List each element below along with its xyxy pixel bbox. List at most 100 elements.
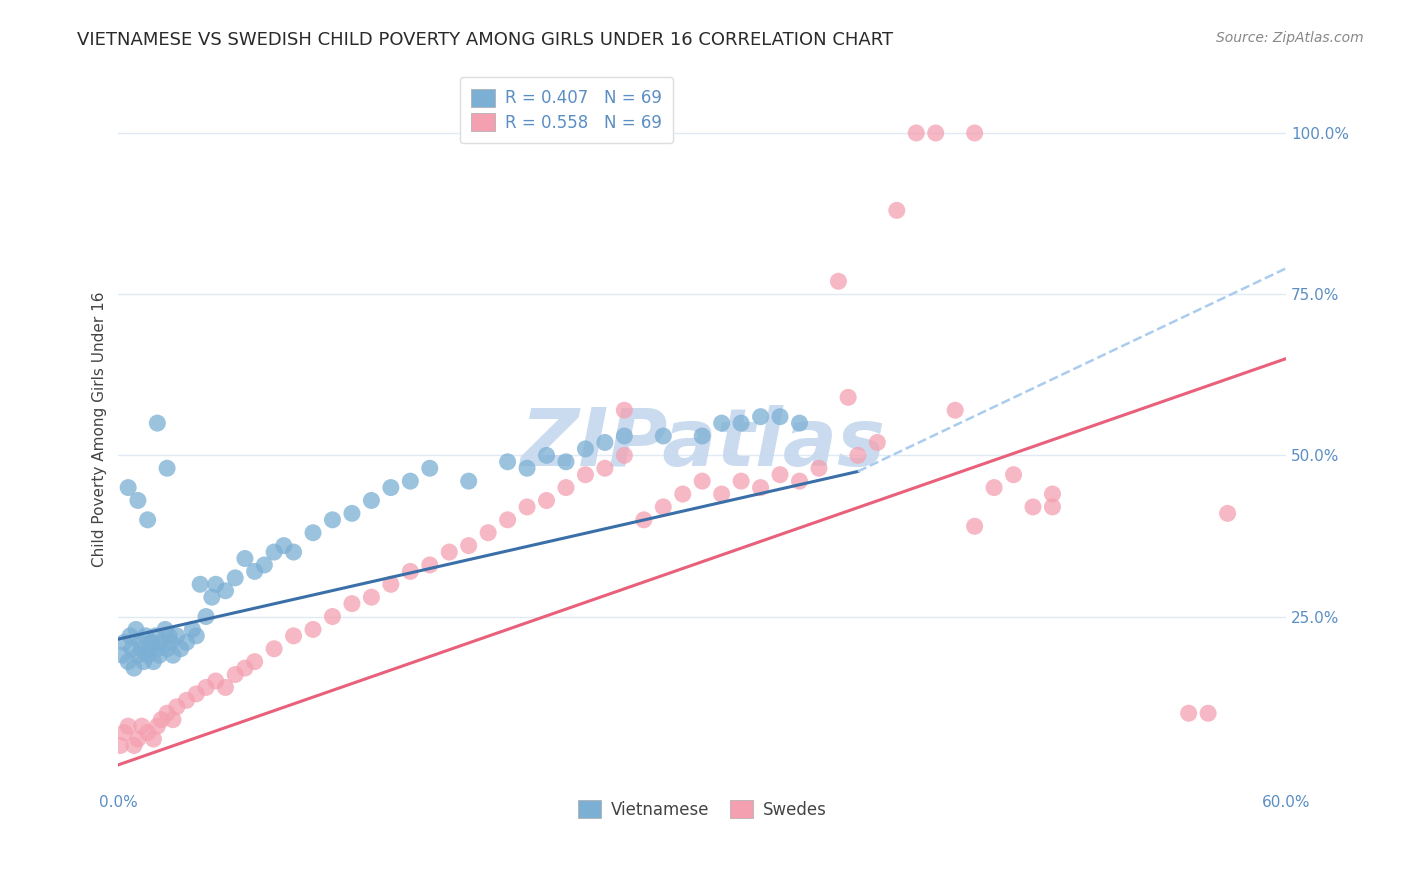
Point: [439, 545, 461, 559]
Point: [156, 641, 179, 656]
Point: [1216, 507, 1239, 521]
Point: [148, 648, 170, 663]
Point: [136, 513, 159, 527]
Point: [886, 203, 908, 218]
Point: [672, 487, 695, 501]
Point: [166, 699, 188, 714]
Point: [142, 732, 165, 747]
Point: [204, 673, 226, 688]
Point: [340, 597, 363, 611]
Point: [176, 693, 198, 707]
Point: [138, 641, 160, 656]
Point: [117, 655, 139, 669]
Point: [162, 713, 184, 727]
Point: [769, 467, 792, 482]
Point: [166, 629, 188, 643]
Point: [1042, 487, 1064, 501]
Point: [122, 739, 145, 753]
Point: [201, 590, 224, 604]
Point: [457, 474, 479, 488]
Point: [496, 513, 519, 527]
Point: [963, 519, 986, 533]
Point: [360, 493, 382, 508]
Point: [157, 629, 180, 643]
Point: [127, 493, 149, 508]
Point: [141, 635, 163, 649]
Point: [380, 577, 402, 591]
Point: [160, 635, 183, 649]
Point: [1022, 500, 1045, 514]
Point: [1177, 706, 1199, 721]
Point: [302, 525, 325, 540]
Point: [593, 435, 616, 450]
Point: [380, 481, 402, 495]
Text: VIETNAMESE VS SWEDISH CHILD POVERTY AMONG GIRLS UNDER 16 CORRELATION CHART: VIETNAMESE VS SWEDISH CHILD POVERTY AMON…: [77, 31, 893, 49]
Point: [150, 635, 173, 649]
Point: [574, 467, 596, 482]
Point: [283, 545, 305, 559]
Point: [827, 274, 849, 288]
Point: [963, 126, 986, 140]
Point: [112, 635, 135, 649]
Point: [593, 461, 616, 475]
Point: [536, 493, 558, 508]
Point: [110, 739, 132, 753]
Point: [613, 403, 636, 417]
Point: [283, 629, 305, 643]
Point: [135, 629, 157, 643]
Y-axis label: Child Poverty Among Girls Under 16: Child Poverty Among Girls Under 16: [93, 292, 107, 567]
Point: [214, 583, 236, 598]
Point: [516, 500, 538, 514]
Point: [302, 623, 325, 637]
Point: [233, 661, 256, 675]
Point: [399, 474, 422, 488]
Point: [176, 635, 198, 649]
Point: [156, 706, 179, 721]
Point: [749, 409, 772, 424]
Point: [574, 442, 596, 456]
Point: [925, 126, 948, 140]
Point: [1002, 467, 1025, 482]
Point: [128, 635, 150, 649]
Point: [730, 474, 752, 488]
Point: [253, 558, 276, 572]
Point: [943, 403, 966, 417]
Point: [186, 687, 208, 701]
Point: [613, 429, 636, 443]
Point: [419, 461, 441, 475]
Point: [837, 390, 859, 404]
Point: [204, 577, 226, 591]
Point: [340, 507, 363, 521]
Point: [846, 448, 869, 462]
Point: [188, 577, 211, 591]
Point: [690, 429, 713, 443]
Point: [112, 725, 135, 739]
Point: [633, 513, 655, 527]
Point: [749, 481, 772, 495]
Point: [710, 416, 733, 430]
Point: [156, 461, 179, 475]
Point: [263, 641, 285, 656]
Point: [555, 481, 578, 495]
Point: [789, 474, 811, 488]
Point: [243, 565, 266, 579]
Point: [730, 416, 752, 430]
Point: [516, 461, 538, 475]
Point: [142, 655, 165, 669]
Point: [195, 609, 218, 624]
Point: [360, 590, 382, 604]
Point: [419, 558, 441, 572]
Point: [905, 126, 928, 140]
Point: [710, 487, 733, 501]
Text: Source: ZipAtlas.com: Source: ZipAtlas.com: [1216, 31, 1364, 45]
Point: [769, 409, 792, 424]
Point: [652, 500, 675, 514]
Point: [146, 719, 169, 733]
Point: [224, 667, 246, 681]
Point: [477, 525, 499, 540]
Point: [181, 623, 204, 637]
Point: [399, 565, 422, 579]
Point: [690, 474, 713, 488]
Point: [536, 448, 558, 462]
Point: [131, 641, 153, 656]
